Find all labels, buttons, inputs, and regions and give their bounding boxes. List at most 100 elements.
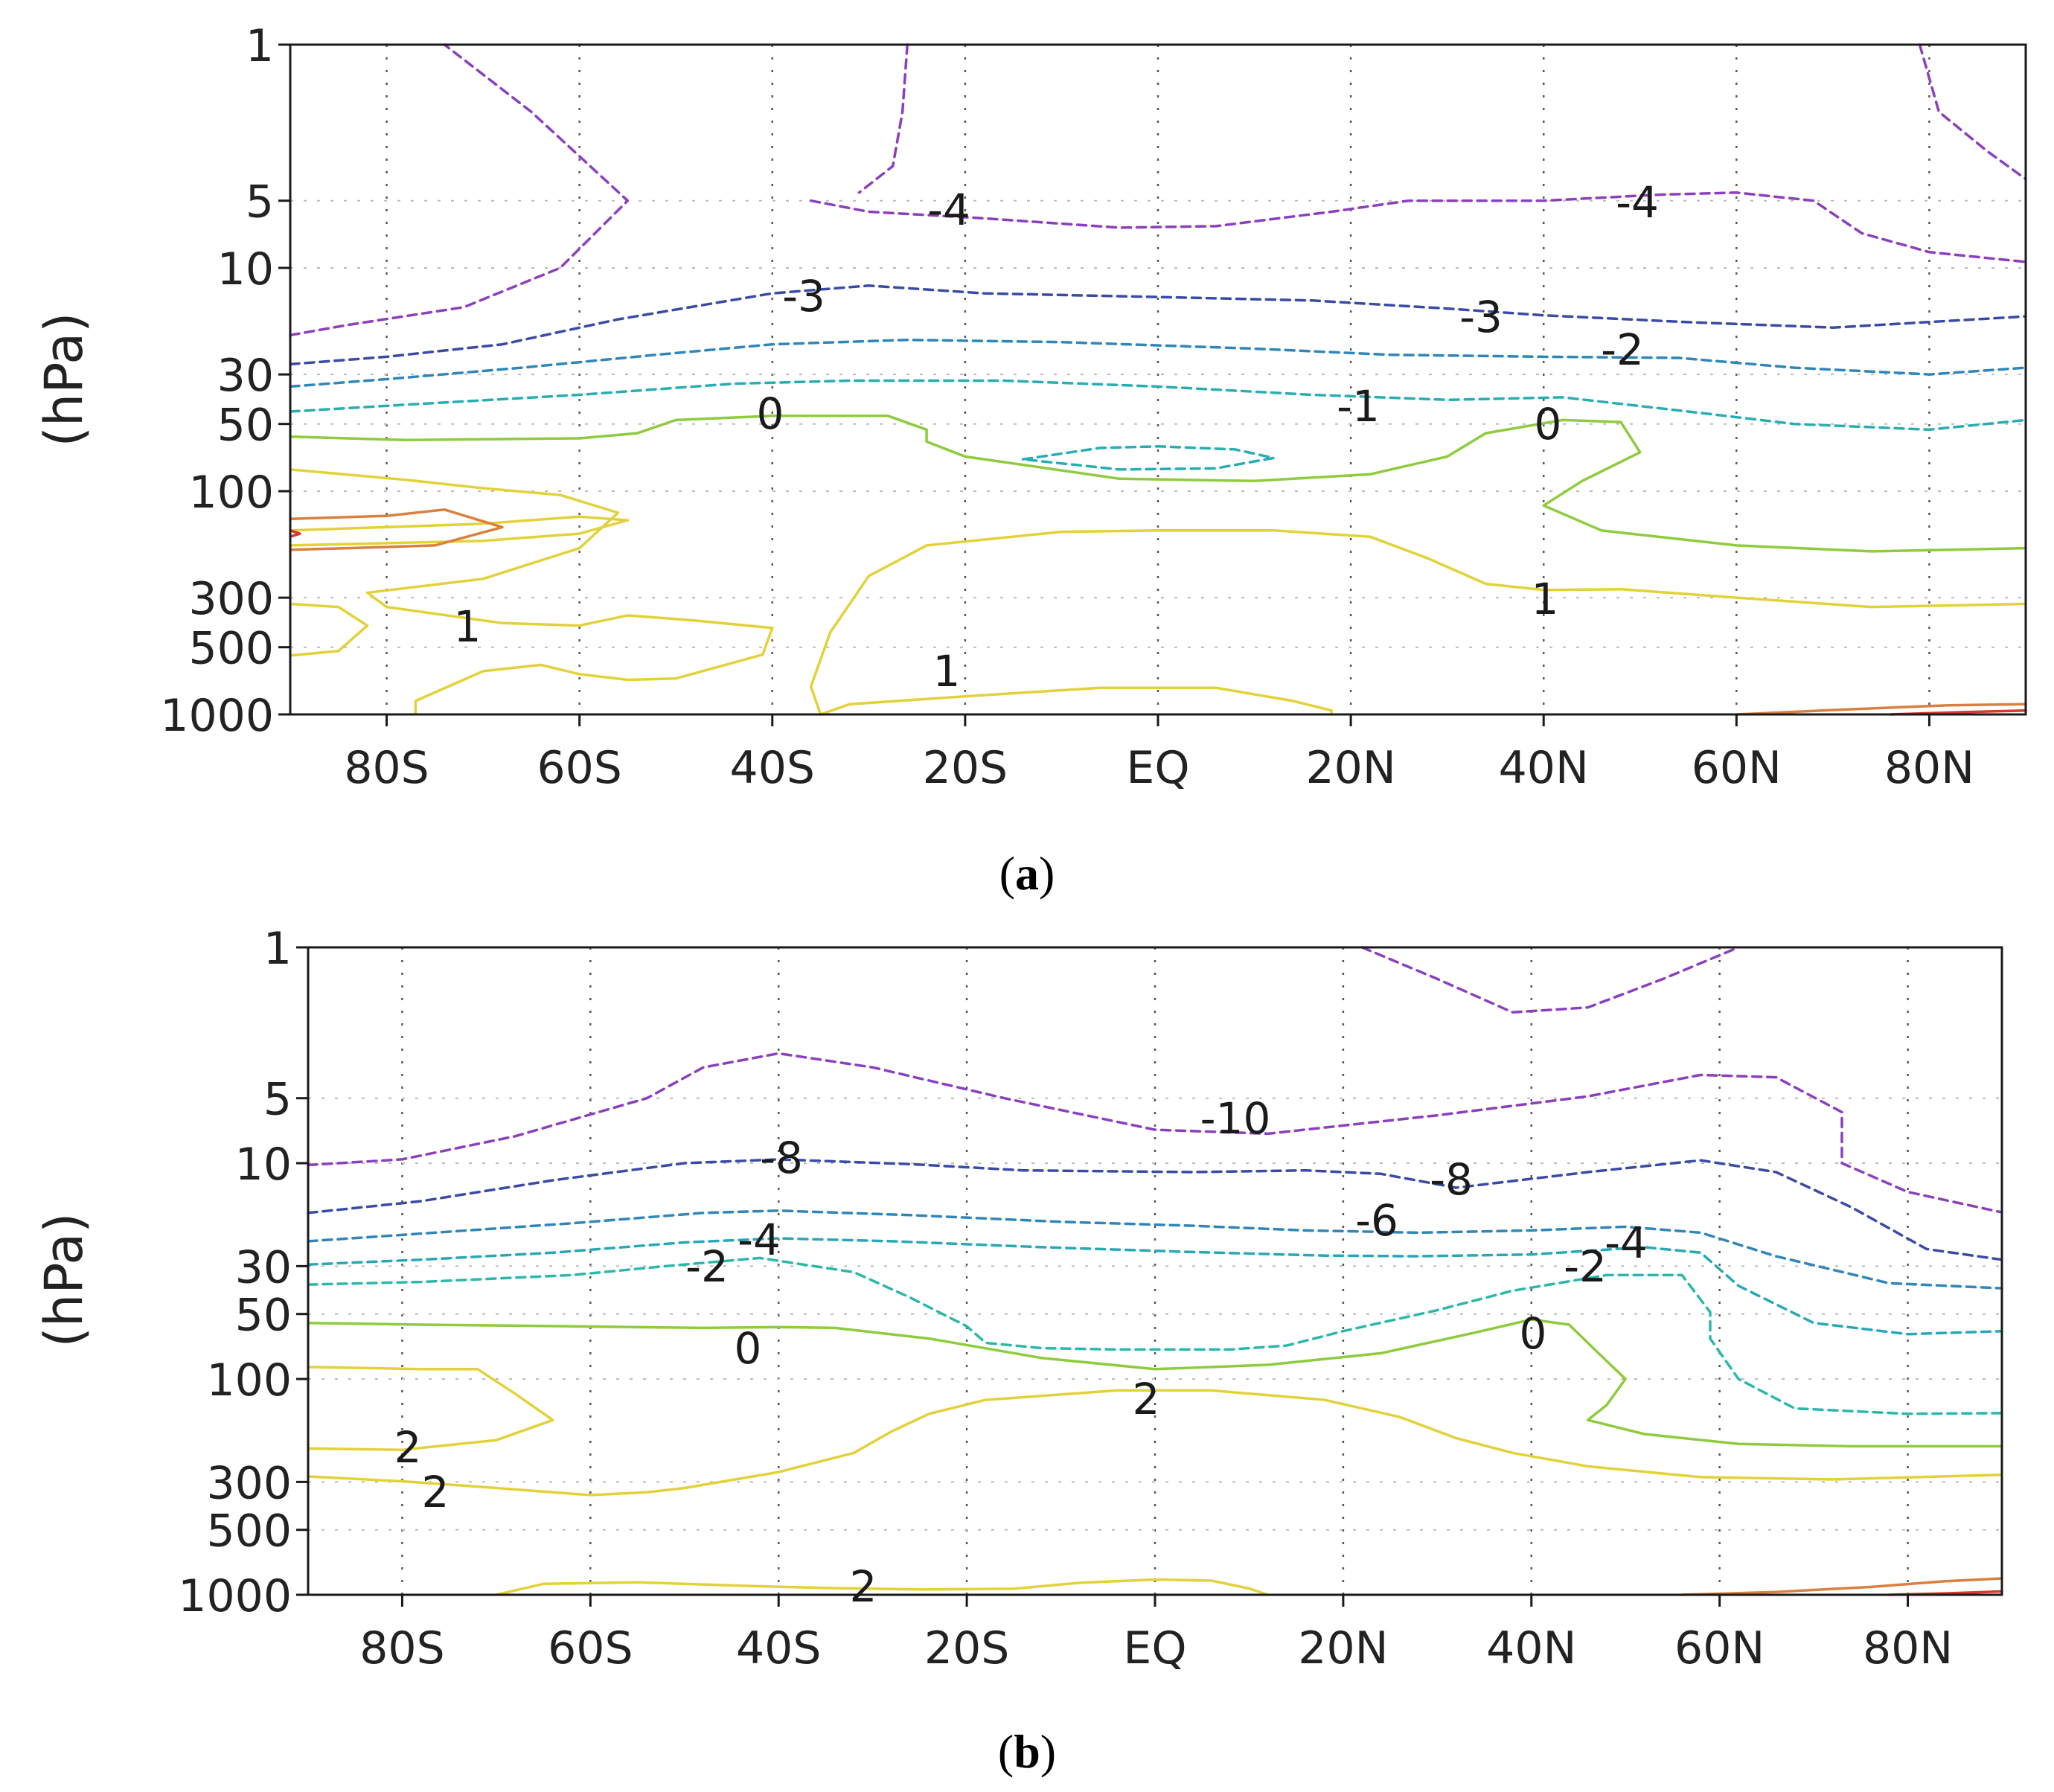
contour-line-1 <box>819 686 1333 716</box>
contour-label: -3 <box>782 271 825 321</box>
y-tick-label: 10 <box>235 1139 292 1191</box>
contour-line-neg4 <box>1918 43 2027 181</box>
contour-line-neg1 <box>1021 445 1276 471</box>
contour-label: 0 <box>1535 399 1562 449</box>
panel-a-contour-labels: -4 -4 -3 -3 -2 -1 0 0 1 1 1 <box>454 177 1659 697</box>
x-tick-label: 20N <box>1305 742 1395 794</box>
y-tick-label: 300 <box>206 1457 292 1509</box>
contour-line-2 <box>289 508 504 551</box>
contour-line-neg10 <box>307 1052 2003 1214</box>
contour-label: -2 <box>1564 1241 1607 1292</box>
contour-line-neg2 <box>307 1256 2003 1415</box>
contour-line-neg4 <box>307 1237 2003 1336</box>
x-tick-label: 60N <box>1692 742 1782 794</box>
x-tick-label: 20S <box>923 742 1008 794</box>
contour-label: -10 <box>1200 1093 1271 1144</box>
contour-label: -4 <box>738 1215 781 1265</box>
y-tick-label: 1000 <box>178 1570 292 1622</box>
contour-line-neg3 <box>289 284 2027 366</box>
contour-label: 2 <box>850 1561 877 1612</box>
contour-label: -1 <box>1337 381 1380 432</box>
contour-line-1 <box>809 529 2027 716</box>
contour-line-1 <box>289 515 630 547</box>
panel-b-grid <box>308 947 2002 1595</box>
x-tick-label: 40S <box>736 1622 821 1674</box>
panel-a-axes: 80S 60S 40S 20S EQ 20N 40N 60N 80N15103050100300… <box>160 20 1974 794</box>
y-tick-label: 300 <box>188 573 274 625</box>
panel-a-caption: (a) <box>999 847 1055 900</box>
y-tick-label: 30 <box>217 350 274 402</box>
panel-b-caption-letter: b <box>1014 1725 1040 1778</box>
contour-label: 0 <box>1520 1308 1547 1359</box>
contour-label: 1 <box>933 646 961 697</box>
contour-label: -4 <box>1605 1217 1648 1268</box>
contour-line-neg4 <box>857 43 909 194</box>
contour-label: -6 <box>1355 1195 1398 1246</box>
contour-line-3 <box>289 529 301 538</box>
panel-a-contours <box>289 43 2027 716</box>
y-tick-label: 50 <box>235 1290 292 1342</box>
x-tick-label: 80N <box>1863 1622 1953 1674</box>
contour-line-neg4 <box>289 43 630 337</box>
panel-a-caption-letter: a <box>1015 847 1039 900</box>
contour-line-neg10 <box>1360 946 1740 1014</box>
contour-line-neg8 <box>307 1158 2003 1261</box>
panel-a-grid <box>290 45 2026 714</box>
contour-line-2 <box>495 1578 1270 1596</box>
contour-label: -2 <box>1601 324 1644 375</box>
contour-label: -8 <box>760 1133 803 1183</box>
contour-label: 1 <box>1532 574 1559 624</box>
x-tick-label: 40N <box>1499 742 1589 794</box>
x-tick-label: 80N <box>1884 742 1974 794</box>
x-tick-label: EQ <box>1126 742 1189 794</box>
y-tick-label: 1 <box>246 20 274 72</box>
y-tick-label: 500 <box>206 1505 292 1558</box>
y-tick-label: 50 <box>217 400 274 452</box>
contour-line-0 <box>289 415 2027 553</box>
y-tick-label: 5 <box>246 176 274 228</box>
x-tick-label: 80S <box>359 1622 444 1674</box>
contour-label: -2 <box>685 1241 729 1292</box>
x-tick-label: 60S <box>548 1622 633 1674</box>
contour-line-1 <box>289 602 369 657</box>
y-tick-label: 500 <box>188 623 274 675</box>
y-tick-label: 10 <box>217 243 274 295</box>
x-tick-label: 20S <box>924 1622 1009 1674</box>
contour-label: 1 <box>454 601 481 652</box>
contour-line-neg4 <box>809 191 2027 263</box>
contour-line-neg1 <box>289 379 2027 432</box>
contour-line-neg6 <box>307 1209 2003 1290</box>
contour-label: -4 <box>927 185 970 235</box>
contour-line-neg2 <box>289 338 2027 388</box>
panel-b-caption: (b) <box>998 1725 1056 1778</box>
x-tick-label: 40N <box>1486 1622 1576 1674</box>
contour-label: 0 <box>757 388 784 439</box>
panel-a-ylabel: (hPa) <box>33 313 95 447</box>
panel-b-contour-labels: -10 -8 -8 -6 -4 -4 -2 -2 0 0 2 2 2 2 <box>394 1093 1648 1612</box>
contour-line-2 <box>1735 703 2027 716</box>
x-tick-label: 80S <box>344 742 429 794</box>
y-tick-label: 30 <box>235 1241 292 1293</box>
contour-line-2 <box>307 1389 2003 1497</box>
y-tick-label: 1 <box>263 923 292 975</box>
contour-label: -8 <box>1430 1154 1473 1205</box>
panel-b-frame <box>307 946 2003 1596</box>
x-tick-label: EQ <box>1123 1622 1186 1674</box>
contour-label: 2 <box>1133 1374 1160 1424</box>
y-tick-label: 1000 <box>160 690 274 742</box>
contour-label: -4 <box>1616 177 1659 228</box>
panel-b-contours <box>307 946 2003 1596</box>
contour-line-4 <box>1680 1577 2003 1596</box>
contour-label: -3 <box>1459 292 1503 342</box>
x-tick-label: 60N <box>1674 1622 1765 1674</box>
panel-a: 80S 60S 40S 20S EQ 20N 40N 60N 80N15103050100300… <box>33 20 2027 900</box>
contour-line-1 <box>289 468 774 715</box>
panel-b-ylabel: (hPa) <box>33 1213 95 1348</box>
contour-line-0 <box>307 1318 2003 1448</box>
y-tick-label: 100 <box>188 467 274 519</box>
contour-label: 0 <box>735 1323 762 1374</box>
contour-label: 2 <box>394 1422 422 1473</box>
